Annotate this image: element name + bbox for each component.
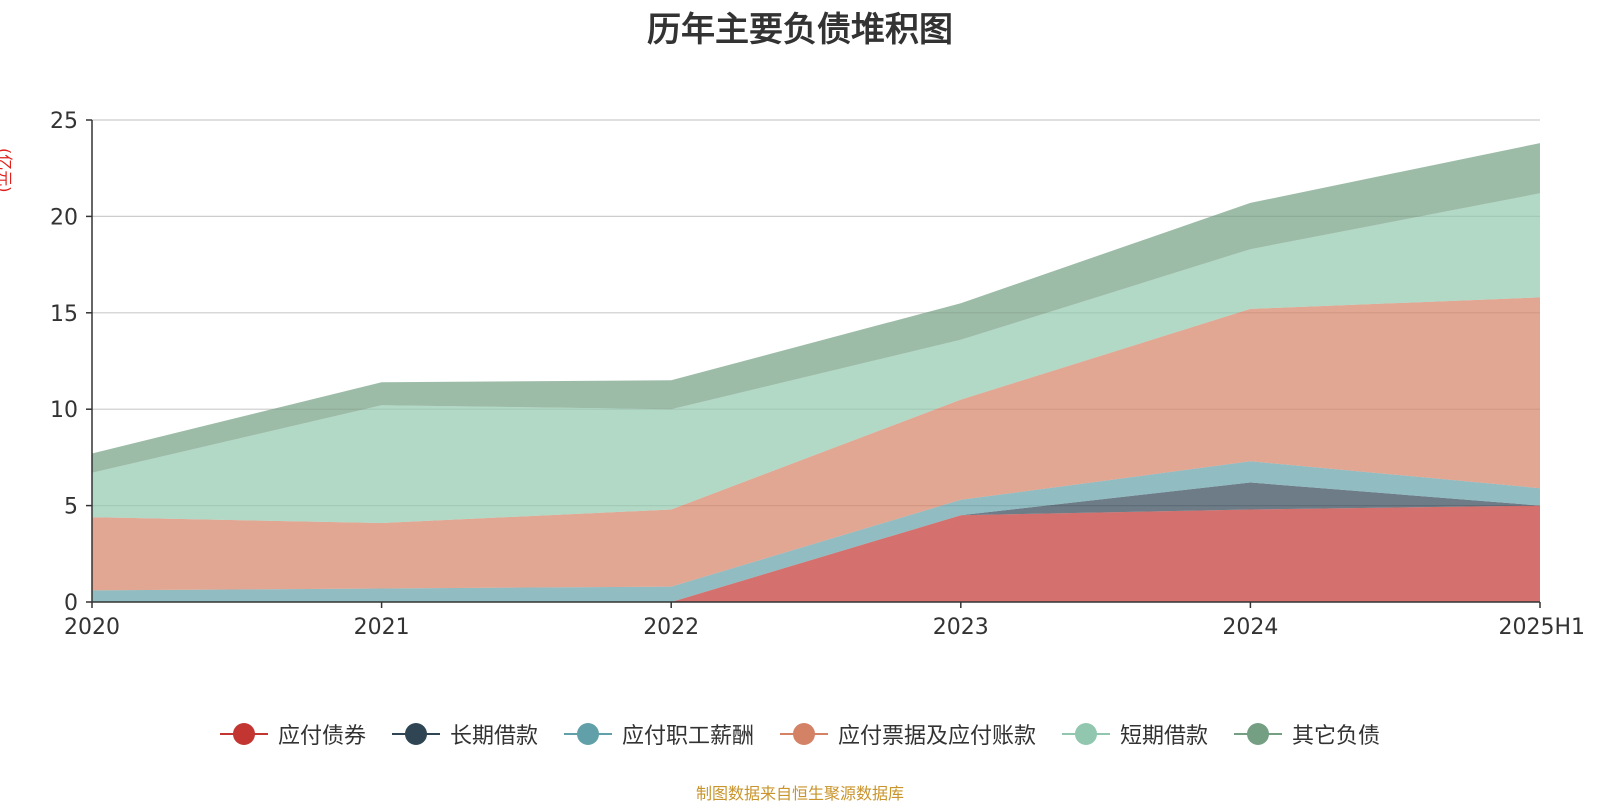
legend-swatch xyxy=(780,722,828,746)
y-tick-label: 10 xyxy=(50,398,78,423)
chart-title: 历年主要负债堆积图 xyxy=(647,10,953,50)
area-series-5 xyxy=(92,143,1540,473)
legend-item[interactable]: 长期借款 xyxy=(391,718,538,750)
legend-item[interactable]: 其它负债 xyxy=(1234,718,1380,750)
legend-swatch-dot xyxy=(793,723,815,745)
area-series xyxy=(92,143,1540,602)
x-tick-label: 2020 xyxy=(64,615,120,640)
x-tick-label: 2024 xyxy=(1222,615,1278,640)
area-series-3 xyxy=(92,297,1540,591)
legend-item[interactable]: 应付债券 xyxy=(219,718,366,750)
area-series-4 xyxy=(92,193,1540,524)
legend-swatch-dot xyxy=(1075,723,1098,745)
data-source-note: 制图数据来自恒生聚源数据库 xyxy=(695,784,904,803)
legend-label: 短期借款 xyxy=(1120,724,1209,749)
axes xyxy=(86,119,1541,608)
area-series-0 xyxy=(92,505,1540,602)
legend-swatch xyxy=(219,722,268,746)
x-tick-label: 2022 xyxy=(643,615,699,640)
legend-label: 长期借款 xyxy=(449,724,538,749)
x-tick-labels: 2020 2021 2022 2023 2024 2025H1 xyxy=(64,615,1585,640)
area-series-1 xyxy=(92,482,1540,602)
legend: 应付债券 长期借款 应付职工薪酬 应付票据及应付账款 短期借款 其它负债 xyxy=(0,718,1600,750)
legend-label: 应付职工薪酬 xyxy=(621,724,754,749)
x-tick-label: 2025H1 xyxy=(1498,615,1585,640)
legend-label: 应付债券 xyxy=(277,724,366,749)
y-tick-label: 25 xyxy=(50,109,78,134)
y-tick-label: 20 xyxy=(50,205,78,230)
legend-swatch xyxy=(563,722,612,746)
area-series-2 xyxy=(92,461,1540,602)
legend-item[interactable]: 应付票据及应付账款 xyxy=(780,718,1036,750)
legend-item[interactable]: 应付职工薪酬 xyxy=(563,718,754,750)
x-tick-label: 2021 xyxy=(354,615,410,640)
legend-swatch-dot xyxy=(1247,723,1270,745)
legend-swatch xyxy=(1062,722,1111,746)
y-tick-label: 15 xyxy=(50,302,78,327)
legend-swatch xyxy=(391,722,440,746)
legend-swatch-dot xyxy=(232,723,255,745)
y-tick-labels: 0 5 10 15 20 25 xyxy=(50,109,78,616)
legend-item[interactable]: 短期借款 xyxy=(1062,718,1208,750)
legend-swatch xyxy=(1234,722,1283,746)
legend-swatch-dot xyxy=(404,723,427,745)
legend-label: 其它负债 xyxy=(1292,724,1381,749)
x-tick-label: 2023 xyxy=(933,615,989,640)
legend-swatch-dot xyxy=(576,723,599,745)
y-tick-label: 5 xyxy=(64,495,78,520)
y-tick-label: 0 xyxy=(64,591,78,616)
legend-label: 应付票据及应付账款 xyxy=(838,724,1037,749)
